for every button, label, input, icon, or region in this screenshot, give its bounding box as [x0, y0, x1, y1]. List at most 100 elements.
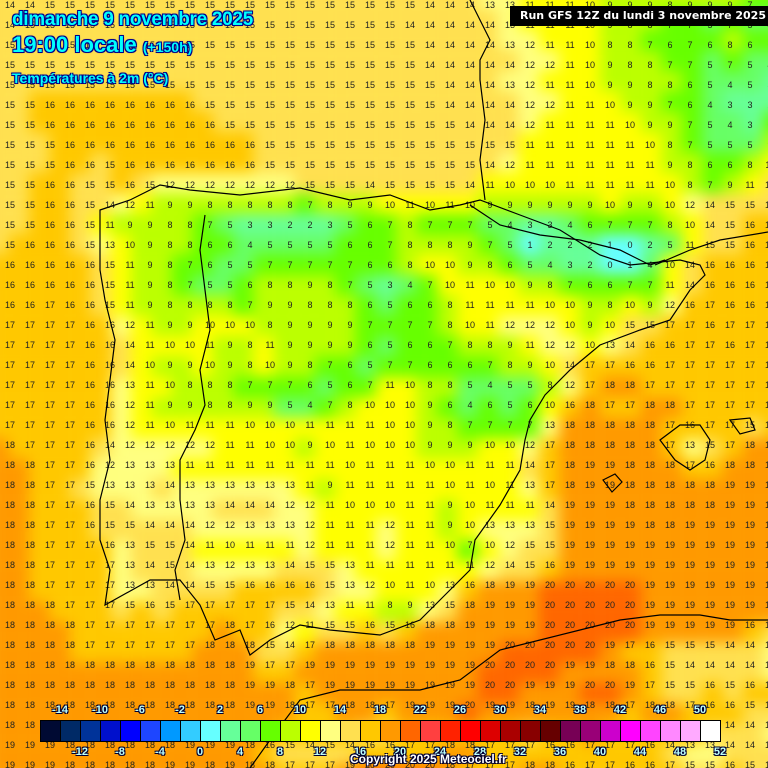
grid-value: 17 [684, 380, 695, 390]
grid-value: 14 [484, 40, 495, 50]
grid-value: 9 [287, 300, 293, 310]
grid-value: 9 [647, 200, 653, 210]
grid-value: 15 [344, 140, 355, 150]
grid-value: 10 [284, 420, 295, 430]
grid-value: 14 [424, 40, 435, 50]
grid-value: 18 [184, 660, 195, 670]
grid-value: 7 [247, 300, 253, 310]
grid-value: 16 [644, 640, 655, 650]
grid-value: 18 [24, 480, 35, 490]
grid-value: 17 [64, 540, 75, 550]
color-legend-label: -12 [72, 746, 88, 758]
grid-value: 15 [324, 100, 335, 110]
grid-value: 12 [284, 180, 295, 190]
grid-value: 15 [444, 160, 455, 170]
grid-value: 20 [504, 680, 515, 690]
grid-value: 12 [124, 440, 135, 450]
grid-value: 13 [244, 560, 255, 570]
grid-value: 15 [464, 160, 475, 170]
grid-value: 15 [344, 40, 355, 50]
color-legend-label: 12 [313, 746, 327, 758]
grid-value: 8 [507, 360, 513, 370]
grid-value: 15 [104, 520, 115, 530]
color-legend-label: -4 [155, 746, 165, 758]
grid-value: 5 [527, 260, 533, 270]
grid-value: 16 [64, 140, 75, 150]
grid-value: 17 [324, 700, 335, 710]
color-legend-swatch [81, 721, 101, 741]
grid-value: 16 [224, 140, 235, 150]
grid-value: 9 [147, 300, 153, 310]
grid-value: 7 [507, 420, 513, 430]
grid-value: 17 [504, 740, 515, 750]
grid-value: 10 [204, 320, 215, 330]
grid-value: 17 [64, 380, 75, 390]
grid-value: 18 [104, 660, 115, 670]
grid-value: 18 [344, 640, 355, 650]
grid-value: 19 [404, 700, 415, 710]
grid-value: 11 [125, 280, 135, 290]
grid-value: 18 [704, 500, 715, 510]
grid-value: 15 [164, 600, 175, 610]
grid-value: 19 [504, 580, 515, 590]
color-legend-swatch [561, 721, 581, 741]
grid-value: 15 [304, 160, 315, 170]
grid-value: 19 [484, 600, 495, 610]
grid-value: 18 [84, 680, 95, 690]
grid-value: 11 [605, 180, 615, 190]
grid-value: 11 [565, 60, 575, 70]
grid-value: 9 [307, 440, 313, 450]
grid-value: 19 [704, 540, 715, 550]
grid-value: 9 [187, 400, 193, 410]
grid-value: 15 [164, 560, 175, 570]
grid-value: 15 [204, 80, 215, 90]
grid-value: 12 [524, 120, 535, 130]
grid-value: 12 [124, 420, 135, 430]
grid-value: 14 [484, 80, 495, 90]
grid-value: 19 [4, 740, 15, 750]
grid-value: 19 [604, 540, 615, 550]
grid-value: 3 [727, 100, 733, 110]
grid-value: 14 [544, 500, 555, 510]
color-legend-label: -6 [135, 704, 145, 716]
grid-value: 6 [607, 280, 613, 290]
grid-value: 10 [584, 60, 595, 70]
grid-value: 9 [187, 320, 193, 330]
grid-value: 20 [544, 620, 555, 630]
grid-value: 18 [424, 620, 435, 630]
grid-value: 13 [104, 480, 115, 490]
grid-value: 16 [104, 340, 115, 350]
grid-value: 6 [587, 280, 593, 290]
grid-value: 11 [285, 540, 295, 550]
color-legend-label: 32 [513, 746, 527, 758]
grid-value: 18 [24, 460, 35, 470]
grid-value: 18 [624, 380, 635, 390]
grid-value: 18 [64, 760, 75, 768]
grid-value: 9 [167, 200, 173, 210]
grid-value: 19 [564, 660, 575, 670]
grid-value: 15 [24, 100, 35, 110]
grid-value: 9 [247, 400, 253, 410]
grid-value: 15 [84, 220, 95, 230]
grid-value: 16 [544, 560, 555, 570]
grid-value: 18 [4, 720, 15, 730]
color-legend-label: 38 [573, 704, 587, 716]
grid-value: 8 [667, 220, 673, 230]
grid-value: 15 [4, 40, 15, 50]
grid-value: 17 [724, 420, 735, 430]
grid-value: 16 [124, 100, 135, 110]
grid-value: 15 [304, 120, 315, 130]
grid-value: 17 [684, 700, 695, 710]
grid-value: 16 [764, 280, 768, 290]
grid-value: 6 [447, 360, 453, 370]
grid-value: 17 [24, 380, 35, 390]
grid-value: 9 [667, 120, 673, 130]
grid-value: 15 [84, 40, 95, 50]
grid-value: 5 [387, 300, 393, 310]
grid-value: 18 [564, 420, 575, 430]
grid-value: 15 [284, 20, 295, 30]
grid-value: 9 [507, 200, 513, 210]
grid-value: 19 [724, 580, 735, 590]
grid-value: 11 [605, 140, 615, 150]
grid-value: 15 [284, 140, 295, 150]
